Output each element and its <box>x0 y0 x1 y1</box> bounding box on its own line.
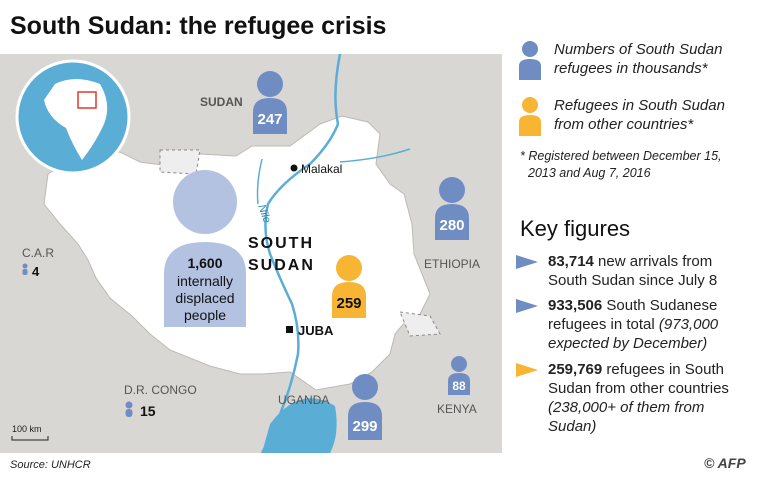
sudan-person-icon <box>253 71 287 134</box>
key-figures-title: Key figures <box>520 216 631 241</box>
label-car: C.A.R <box>22 246 54 260</box>
kf3-line4: Sudan) <box>548 418 597 435</box>
arrow-icon <box>516 363 538 377</box>
label-ethiopia: ETHIOPIA <box>424 257 480 271</box>
kf3-num: 259,769 <box>548 361 603 378</box>
map: SUDAN C.A.R D.R. CONGO UGANDA KENYA ETHI… <box>0 54 502 453</box>
legend-orange-line2: from other countries* <box>554 116 694 133</box>
label-drc: D.R. CONGO <box>124 383 197 397</box>
key-figure-1: 83,714 new arrivals from South Sudan sin… <box>516 252 766 290</box>
ethiopia-person-icon <box>435 177 469 240</box>
kf2-line2: refugees in total <box>548 316 659 333</box>
value-car: 4 <box>32 264 40 279</box>
key-figure-2: 933,506 South Sudanese refugees in total… <box>516 296 766 353</box>
label-south-sudan-1: SOUTH <box>248 235 314 252</box>
drc-person-icon <box>125 401 133 417</box>
label-juba: JUBA <box>298 323 334 338</box>
label-uganda: UGANDA <box>278 393 329 407</box>
page-title: South Sudan: the refugee crisis <box>10 12 387 40</box>
globe-inset <box>15 59 131 175</box>
value-drc: 15 <box>140 403 156 419</box>
label-kenya: KENYA <box>437 402 477 416</box>
idp-number: 1,600 <box>187 255 222 271</box>
kf1-rest1: new arrivals from <box>593 253 713 270</box>
afp-credit: © AFP <box>704 455 746 471</box>
disputed-area <box>159 149 201 175</box>
value-in-south-sudan: 259 <box>336 295 361 312</box>
legend-blue-line1: Numbers of South Sudan <box>554 41 723 58</box>
tributary <box>256 158 263 205</box>
label-sudan: SUDAN <box>200 95 243 109</box>
legend-orange-line1: Refugees in South Sudan <box>554 97 725 114</box>
idp-line3: people <box>184 307 226 323</box>
orange-person-icon <box>519 97 541 136</box>
kf3-rest1: refugees in South <box>602 361 724 378</box>
value-sudan: 247 <box>257 111 282 128</box>
nile-river <box>260 54 342 453</box>
value-uganda: 299 <box>352 418 377 435</box>
kf2-line3: expected by December) <box>548 335 708 352</box>
legend-blue-line2: refugees in thousands* <box>554 60 708 77</box>
car-person-icon <box>22 263 28 275</box>
idp-person-icon <box>164 170 246 327</box>
arrow-icon <box>516 299 538 313</box>
kf1-line2: South Sudan since July 8 <box>548 272 718 289</box>
scale-bar <box>11 436 49 441</box>
arrow-icon <box>516 255 538 269</box>
footnote: * Registered between December 15, 2013 a… <box>520 148 722 182</box>
legend-orange: Refugees in South Sudan from other count… <box>516 96 725 136</box>
legend-blue: Numbers of South Sudan refugees in thous… <box>516 40 722 80</box>
kf2-num: 933,506 <box>548 297 603 314</box>
idp-line2: displaced <box>175 290 234 306</box>
malakal-marker <box>290 164 298 172</box>
kf1-num: 83,714 <box>548 253 594 270</box>
value-kenya: 88 <box>452 379 466 393</box>
key-figure-3: 259,769 refugees in South Sudan from oth… <box>516 360 766 436</box>
uganda-person-icon <box>348 374 382 440</box>
scale-label: 100 km <box>12 424 42 434</box>
kf3-line3: (238,000+ of them from <box>548 399 705 416</box>
kenya-person-icon <box>448 356 470 395</box>
footnote-line2: 2013 and Aug 7, 2016 <box>528 166 651 180</box>
tributary-2 <box>339 148 411 163</box>
blue-person-icon <box>519 41 541 80</box>
idp-line1: internally <box>177 273 233 289</box>
kf2-rest1: South Sudanese <box>602 297 718 314</box>
value-ethiopia: 280 <box>439 217 464 234</box>
juba-marker <box>286 326 293 333</box>
kf3-line2: Sudan from other countries <box>548 380 729 397</box>
kf2-ital2: (973,000 <box>658 316 719 333</box>
in-south-sudan-person-icon <box>332 255 366 318</box>
source-note: Source: UNHCR <box>10 459 91 471</box>
label-malakal: Malakal <box>301 162 342 176</box>
label-south-sudan-2: SUDAN <box>248 257 315 274</box>
disputed-area-2 <box>399 311 441 337</box>
footnote-line1: * Registered between December 15, <box>520 149 722 163</box>
